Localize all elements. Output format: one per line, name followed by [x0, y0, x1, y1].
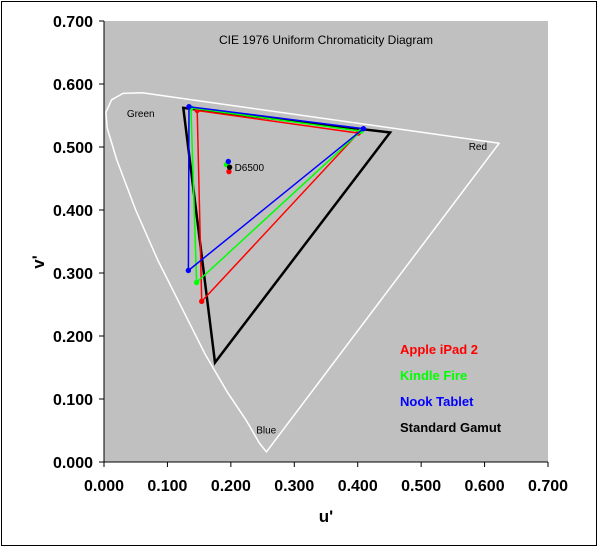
x-axis-title: u': [319, 507, 333, 526]
y-tick-label: 0.600: [53, 77, 93, 94]
nook-tablet-primary-point: [185, 267, 192, 274]
y-tick-label: 0.400: [53, 203, 93, 220]
x-tick-label: 0.500: [401, 478, 441, 495]
x-tick-label: 0.400: [338, 478, 378, 495]
y-tick-label: 0.700: [53, 14, 93, 31]
x-tick-label: 0.300: [274, 478, 314, 495]
legend-item-kindle-fire: Kindle Fire: [400, 368, 467, 383]
apple-ipad-2-primary-point: [198, 298, 205, 305]
kindle-fire-primary-point: [193, 279, 200, 286]
region-label-blue: Blue: [256, 426, 276, 437]
legend: Apple iPad 2 Kindle Fire Nook Tablet Standa…: [400, 342, 502, 435]
nook-tablet-gamut-triangle: [187, 105, 366, 273]
apple-ipad-2-white-point: [226, 168, 232, 175]
region-label-green: Green: [127, 109, 155, 120]
region-label-red: Red: [469, 142, 487, 153]
y-tick-label: 0.500: [53, 140, 93, 157]
kindle-fire-gamut-triangle: [190, 107, 363, 285]
y-axis-title: v': [29, 255, 48, 269]
white-point-annotation: D6500: [235, 163, 265, 174]
x-tick-label: 0.100: [147, 478, 187, 495]
apple-ipad-2-gamut-triangle: [196, 109, 360, 304]
legend-item-apple-ipad-2: Apple iPad 2: [400, 342, 478, 357]
spectral-locus: [105, 92, 500, 453]
nook-tablet-primary-point: [360, 126, 367, 132]
legend-item-standard-gamut: Standard Gamut: [400, 420, 502, 435]
x-tick-label: 0.700: [528, 478, 568, 495]
y-tick-label: 0.200: [53, 329, 93, 346]
x-tick-label: 0.600: [465, 478, 505, 495]
plot-area: [104, 21, 548, 462]
nook-tablet-white-point: [225, 158, 232, 165]
nook-tablet-primary-point: [186, 103, 192, 110]
chart-title: CIE 1976 Uniform Chromaticity Diagram: [219, 33, 433, 47]
standard-gamut-white-point: [226, 164, 233, 170]
y-tick-label: 0.300: [53, 266, 93, 283]
standard-gamut-gamut-triangle: [181, 106, 393, 366]
x-tick-label: 0.000: [84, 478, 124, 495]
legend-item-nook-tablet: Nook Tablet: [400, 394, 474, 409]
y-tick-label: 0.100: [53, 392, 93, 409]
y-tick-label: 0.000: [53, 455, 93, 472]
x-tick-label: 0.200: [211, 478, 251, 495]
